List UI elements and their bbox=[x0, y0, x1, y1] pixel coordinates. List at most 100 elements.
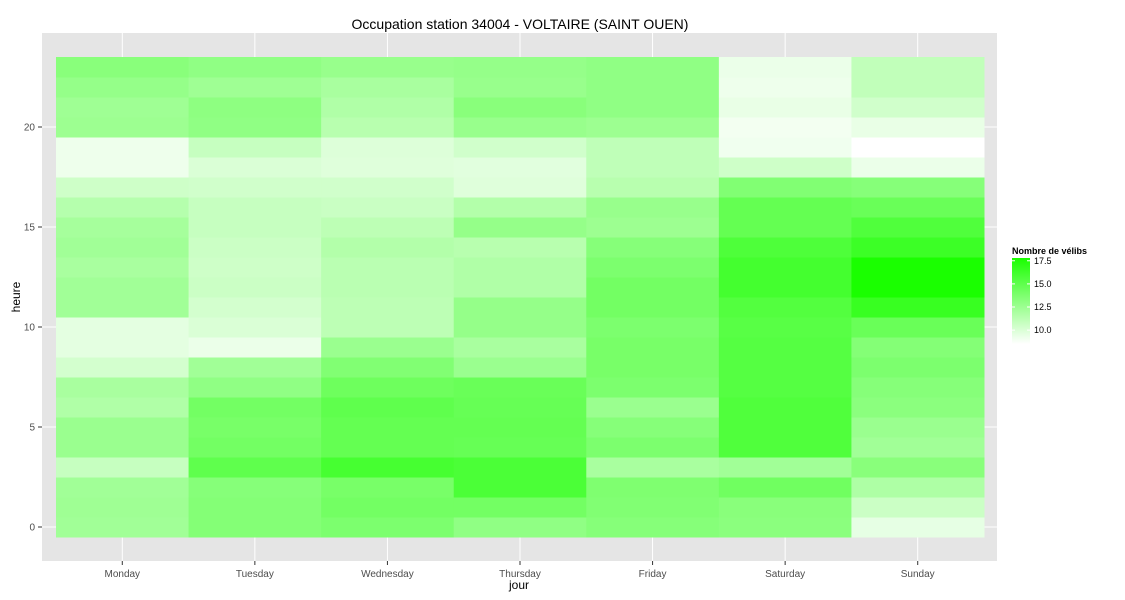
heatmap-cell bbox=[188, 337, 322, 358]
heatmap-cell bbox=[851, 57, 985, 78]
heatmap-cell bbox=[718, 477, 852, 498]
x-tick-label: Tuesday bbox=[236, 569, 274, 580]
heatmap-cell bbox=[718, 117, 852, 138]
heatmap-cell bbox=[188, 77, 322, 98]
legend-tick-label: 17.5 bbox=[1034, 256, 1052, 266]
heatmap-cell bbox=[321, 417, 455, 438]
heatmap-cell bbox=[718, 137, 852, 158]
heatmap-cell bbox=[56, 57, 190, 78]
heatmap-cell bbox=[718, 517, 852, 538]
heatmap-cell bbox=[586, 117, 720, 138]
x-tick-label: Friday bbox=[639, 569, 667, 580]
heatmap-cell bbox=[453, 257, 587, 278]
heatmap-cell bbox=[718, 277, 852, 298]
x-axis-title: jour bbox=[508, 578, 529, 592]
heatmap-cell bbox=[188, 397, 322, 418]
heatmap-cell bbox=[851, 297, 985, 318]
y-tick-label: 10 bbox=[24, 323, 36, 334]
heatmap-cell bbox=[851, 277, 985, 298]
heatmap-cell bbox=[56, 217, 190, 238]
heatmap-cell bbox=[586, 357, 720, 378]
heatmap-cell bbox=[453, 97, 587, 118]
heatmap-cell bbox=[851, 237, 985, 258]
heatmap-cell bbox=[851, 257, 985, 278]
heatmap-cell bbox=[851, 117, 985, 138]
heatmap-cell bbox=[718, 397, 852, 418]
heatmap-cell bbox=[453, 277, 587, 298]
heatmap-cell bbox=[586, 77, 720, 98]
legend-title: Nombre de vélibs bbox=[1012, 246, 1087, 256]
x-tick-label: Thursday bbox=[499, 569, 541, 580]
y-axis: 0 5 10 15 20 bbox=[24, 123, 42, 534]
heatmap-cell bbox=[851, 337, 985, 358]
heatmap-cell bbox=[321, 217, 455, 238]
heatmap-cell bbox=[851, 97, 985, 118]
y-axis-title: heure bbox=[9, 281, 23, 312]
heatmap-cell bbox=[321, 317, 455, 338]
heatmap-cell bbox=[321, 297, 455, 318]
heatmap-cell bbox=[586, 477, 720, 498]
heatmap-cell bbox=[321, 197, 455, 218]
heatmap-cell bbox=[453, 117, 587, 138]
heatmap-cells bbox=[56, 57, 985, 538]
heatmap-cell bbox=[453, 237, 587, 258]
heatmap-cell bbox=[586, 157, 720, 178]
heatmap-cell bbox=[453, 497, 587, 518]
heatmap-cell bbox=[851, 317, 985, 338]
heatmap-cell bbox=[188, 377, 322, 398]
heatmap-cell bbox=[453, 57, 587, 78]
heatmap-cell bbox=[321, 277, 455, 298]
heatmap-cell bbox=[188, 357, 322, 378]
heatmap-cell bbox=[56, 137, 190, 158]
y-tick-label: 5 bbox=[29, 423, 35, 434]
heatmap-cell bbox=[453, 317, 587, 338]
y-tick-label: 15 bbox=[24, 223, 36, 234]
heatmap-cell bbox=[586, 497, 720, 518]
heatmap-cell bbox=[188, 137, 322, 158]
heatmap-cell bbox=[453, 297, 587, 318]
heatmap-cell bbox=[321, 157, 455, 178]
heatmap-cell bbox=[453, 437, 587, 458]
heatmap-cell bbox=[586, 177, 720, 198]
legend-tick-label: 12.5 bbox=[1034, 302, 1052, 312]
heatmap-cell bbox=[321, 437, 455, 458]
x-tick-label: Wednesday bbox=[361, 569, 414, 580]
heatmap-cell bbox=[321, 117, 455, 138]
heatmap-cell bbox=[56, 157, 190, 178]
heatmap-cell bbox=[321, 337, 455, 358]
heatmap-cell bbox=[188, 297, 322, 318]
heatmap-cell bbox=[188, 57, 322, 78]
y-tick-label: 0 bbox=[29, 523, 35, 534]
heatmap-cell bbox=[321, 477, 455, 498]
heatmap-cell bbox=[586, 137, 720, 158]
heatmap-cell bbox=[586, 397, 720, 418]
heatmap-cell bbox=[56, 337, 190, 358]
heatmap-cell bbox=[453, 77, 587, 98]
y-tick-label: 20 bbox=[24, 123, 36, 134]
heatmap-cell bbox=[851, 357, 985, 378]
heatmap-cell bbox=[851, 177, 985, 198]
x-tick-label: Sunday bbox=[901, 569, 935, 580]
heatmap-cell bbox=[851, 77, 985, 98]
heatmap-cell bbox=[453, 177, 587, 198]
heatmap-cell bbox=[188, 177, 322, 198]
legend-tick-label: 15.0 bbox=[1034, 279, 1052, 289]
heatmap-cell bbox=[586, 417, 720, 438]
heatmap-cell bbox=[188, 157, 322, 178]
heatmap-cell bbox=[586, 197, 720, 218]
legend-colorbar bbox=[1012, 258, 1030, 344]
heatmap-cell bbox=[718, 57, 852, 78]
heatmap-cell bbox=[718, 77, 852, 98]
x-tick-label: Saturday bbox=[765, 569, 805, 580]
heatmap-cell bbox=[586, 57, 720, 78]
heatmap-cell bbox=[56, 437, 190, 458]
heatmap-cell bbox=[188, 277, 322, 298]
heatmap-cell bbox=[188, 257, 322, 278]
heatmap-cell bbox=[56, 457, 190, 478]
heatmap-cell bbox=[188, 517, 322, 538]
heatmap-cell bbox=[851, 397, 985, 418]
heatmap-cell bbox=[453, 477, 587, 498]
heatmap-cell bbox=[321, 497, 455, 518]
heatmap-cell bbox=[453, 137, 587, 158]
chart-title: Occupation station 34004 - VOLTAIRE (SAI… bbox=[352, 16, 689, 32]
